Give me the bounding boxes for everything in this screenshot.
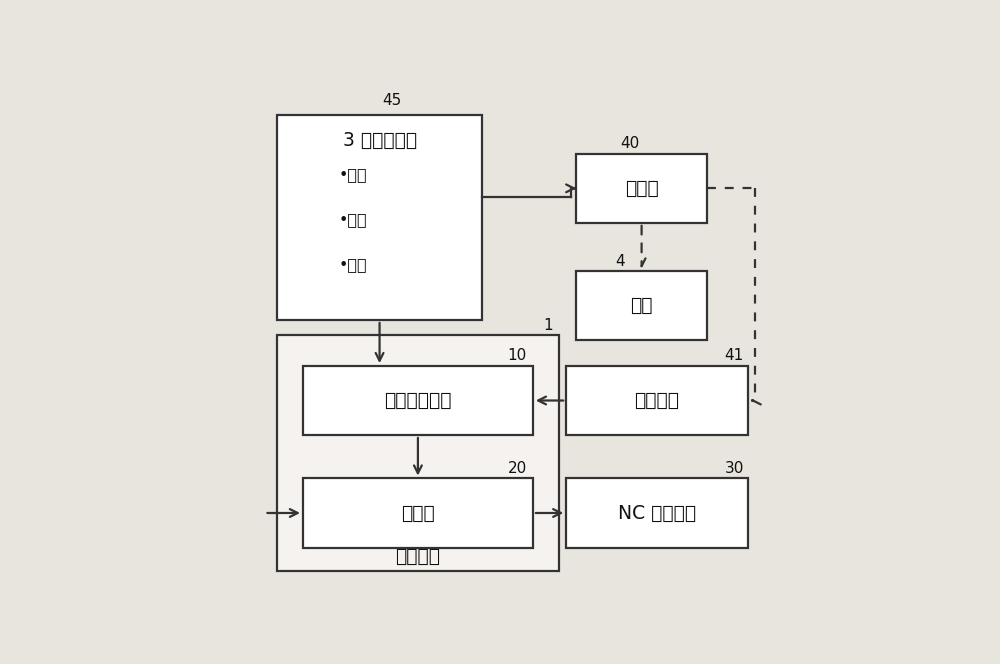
Text: 45: 45 <box>382 93 401 108</box>
Text: 3 维形状信息: 3 维形状信息 <box>343 131 417 149</box>
Bar <box>303 366 533 435</box>
Text: 校正图案: 校正图案 <box>634 391 679 410</box>
Text: •部件: •部件 <box>339 167 367 182</box>
Text: NC 工作机械: NC 工作机械 <box>618 503 696 523</box>
Bar <box>566 366 748 435</box>
Text: 10: 10 <box>507 349 527 363</box>
Text: •材料: •材料 <box>339 212 367 227</box>
Text: 照相机: 照相机 <box>625 179 658 198</box>
Bar <box>277 116 482 320</box>
Text: •夹具: •夹具 <box>339 257 367 272</box>
Text: 30: 30 <box>725 461 744 476</box>
Text: 干涉检查装置: 干涉检查装置 <box>384 391 452 410</box>
Bar <box>277 335 559 570</box>
Bar <box>576 272 707 341</box>
Text: 40: 40 <box>620 136 639 151</box>
Bar <box>576 154 707 223</box>
Text: 数控部: 数控部 <box>401 503 435 523</box>
Text: 4: 4 <box>615 254 624 269</box>
Text: 41: 41 <box>725 349 744 363</box>
Text: 20: 20 <box>507 461 527 476</box>
Text: 刀具: 刀具 <box>630 296 653 315</box>
Text: 1: 1 <box>543 318 553 333</box>
Bar <box>303 479 533 548</box>
Text: 数控装置: 数控装置 <box>395 546 440 566</box>
Bar <box>566 479 748 548</box>
